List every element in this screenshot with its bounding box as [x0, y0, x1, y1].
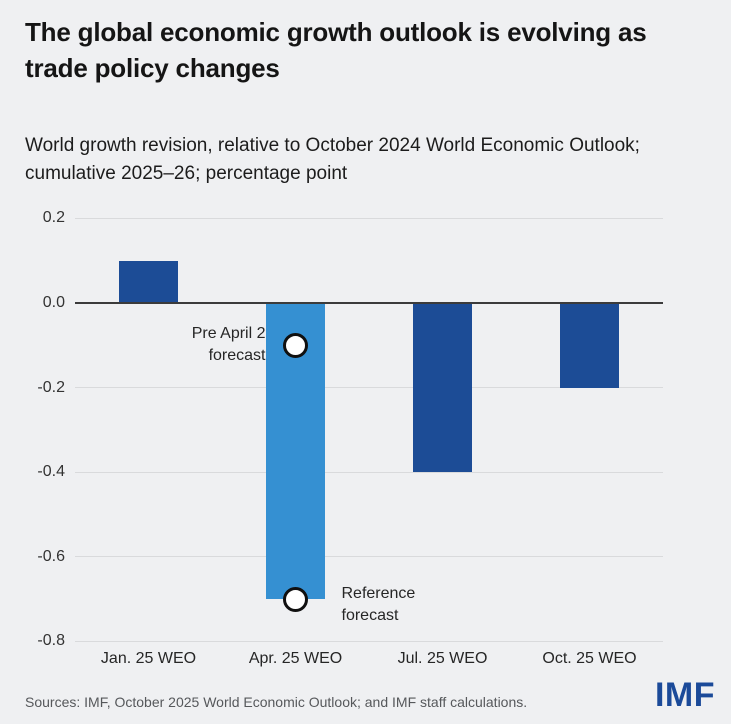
y-tick-label: 0.0 [42, 294, 65, 311]
gridline [75, 640, 663, 642]
x-tick-label: Jul. 25 WEO [397, 650, 488, 667]
bar-oct-25-weo [560, 303, 619, 388]
marker-label-line: forecast [208, 347, 266, 365]
imf-logo: IMF [654, 676, 715, 714]
gridline [75, 471, 663, 473]
reference-forecast-label: Reference forecast [342, 583, 416, 627]
pre-april-2-forecast-marker [283, 332, 308, 358]
reference-forecast-marker [283, 586, 308, 612]
y-tick-label: -0.2 [37, 378, 65, 396]
x-tick-label: Apr. 25 WEO [248, 650, 343, 667]
y-tick-label: -0.8 [37, 632, 65, 650]
x-tick-label: Oct. 25 WEO [542, 650, 637, 667]
sources-note: Sources: IMF, October 2025 World Economi… [25, 694, 528, 710]
y-tick-label: -0.4 [37, 463, 65, 481]
gridline [75, 217, 663, 219]
gridline [75, 556, 663, 558]
bar-jan-25-weo [119, 260, 178, 303]
bar-jul-25-weo [413, 303, 472, 473]
pre-april-2-forecast-label: Pre April 2 forecast [192, 323, 266, 367]
gridline [75, 387, 663, 389]
x-tick-label: Jan. 25 WEO [100, 650, 197, 667]
marker-label-line: Pre April 2 [191, 325, 266, 343]
marker-label-line: Reference [341, 585, 416, 603]
chart-subtitle: World growth revision, relative to Octob… [25, 135, 640, 184]
y-tick-label: -0.6 [37, 547, 65, 565]
marker-label-line: forecast [341, 607, 399, 625]
x-axis-zero-line [75, 302, 663, 304]
page-title: The global economic growth outlook is ev… [25, 17, 647, 83]
y-tick-label: 0.2 [42, 209, 65, 227]
